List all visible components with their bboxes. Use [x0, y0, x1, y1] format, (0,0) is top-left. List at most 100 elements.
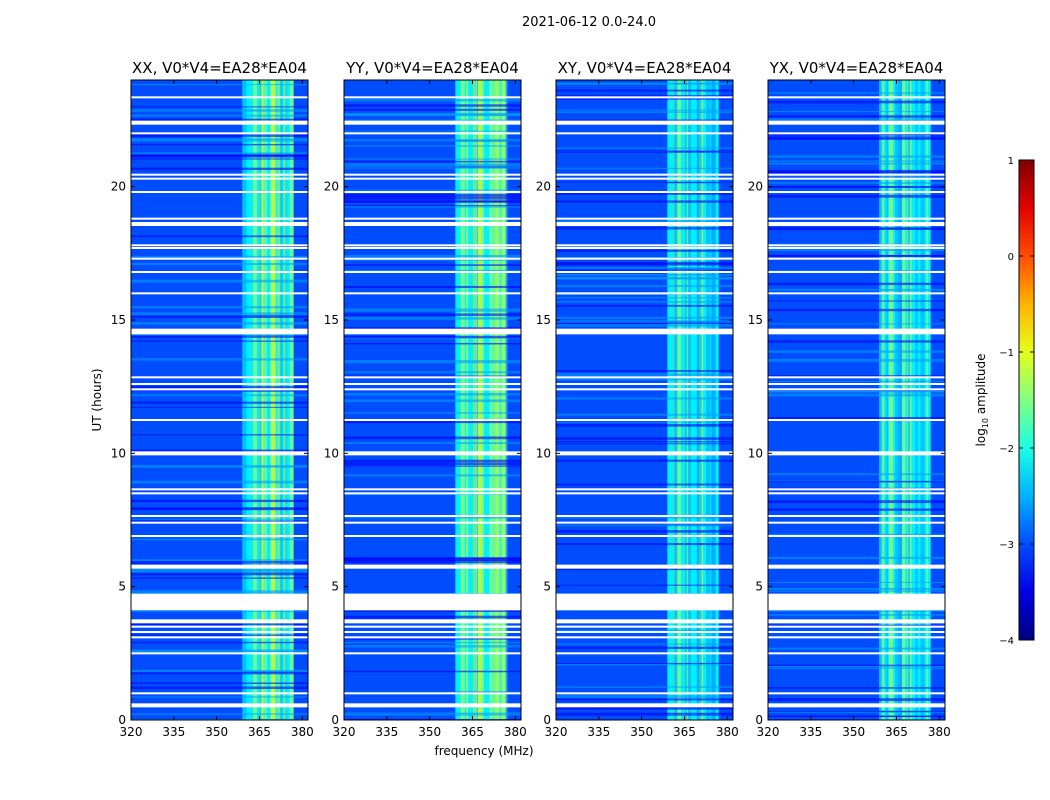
panel-0-noise-row [131, 340, 308, 342]
panel-3-flagged-row [768, 692, 945, 695]
panel-1-flagged-row [344, 488, 521, 491]
panel-3-flagged-block [768, 594, 945, 610]
panel-3-noise-row [768, 155, 945, 158]
y-tick-label: 5 [118, 580, 126, 594]
panel-3-noise-row [768, 481, 945, 483]
panel-2-noise-row [556, 82, 733, 85]
panel-3-noise-row [768, 664, 945, 666]
panel-2-noise-row [556, 370, 733, 372]
panel-3-flagged-row [768, 535, 945, 537]
panel-0-flagged-row [131, 120, 308, 125]
panel-2-noise-row [556, 181, 733, 184]
panel-2-image [556, 80, 733, 720]
panel-2-flagged-row [556, 96, 733, 99]
panel-1-noise-row [344, 138, 521, 142]
panel-0-title: XX, V0*V4=EA28*EA04 [132, 59, 307, 77]
panel-3-noise-row [768, 581, 945, 584]
panel-3-flagged-row [768, 488, 945, 491]
panel-1-noise-row [344, 442, 521, 445]
panel-0-noise-row [131, 158, 308, 160]
panel-3-noise-row [768, 308, 945, 312]
x-tick-label: 365 [248, 725, 271, 739]
panel-1-flagged-row [344, 515, 521, 517]
panel-2-band-stripe [706, 80, 710, 720]
panel-0-noise-row [131, 312, 308, 316]
panel-0-noise-row [131, 389, 308, 392]
panel-0-noise-row [131, 315, 308, 319]
panel-1-noise-row [344, 718, 521, 720]
colorbar: 1 0 −1 −2 −3 −4 [999, 156, 1035, 647]
panel-1-flagged-row [344, 419, 521, 421]
panel-1-noise-row [344, 516, 521, 519]
colorbar-gradient [1018, 159, 1035, 641]
panel-2-flagged-row [556, 521, 733, 524]
panel-2-noise-row [556, 261, 733, 265]
panel-1-flagged-row [344, 625, 521, 628]
panel-0-flagged-row [131, 535, 308, 537]
panel-3-noise-row [768, 254, 945, 257]
panel-3-noise-row [768, 473, 945, 476]
panel-3-band-stripe [926, 80, 929, 720]
panel-3-flagged-row [768, 328, 945, 333]
panel-1-noise-row [344, 670, 521, 673]
panel-1-flagged-row [344, 692, 521, 695]
panel-2-noise-row [556, 459, 733, 462]
panel-3-flagged-row [768, 132, 945, 135]
panel-2-noise-row [556, 483, 733, 486]
colorbar-label-subscript: 10 [981, 418, 990, 428]
panel-0-noise-row [131, 650, 308, 652]
panel-2-band-stripe [685, 80, 688, 720]
panel-1-flagged-row [344, 222, 521, 226]
panel-3-flagged-row [768, 451, 945, 456]
panel-3-flagged-row [768, 388, 945, 391]
panel-0-flagged-row [131, 564, 308, 569]
panel-3-noise-row [768, 194, 945, 198]
panel-3-flagged-row [768, 332, 945, 335]
panel-2-noise-row [556, 266, 733, 270]
panel-1-noise-row [344, 104, 521, 107]
panel-0-flagged-row [131, 332, 308, 335]
panel-3-noise-row [768, 647, 945, 650]
panel-1-flagged-row [344, 247, 521, 249]
panel-2-noise-row [556, 320, 733, 323]
panel-2-flagged-row [556, 631, 733, 633]
panel-1-noise-row [344, 335, 521, 338]
panel-1-noise-row [344, 197, 521, 200]
panel-3: YX, V0*V4=EA28*EA04 320 335 350 365 380 0 5 10 15… [748, 59, 951, 739]
panel-1-flagged-row [344, 132, 521, 135]
panel-3-noise-row [768, 590, 945, 592]
panel-1-noise-row [344, 193, 521, 196]
panel-0-band-stripe [259, 80, 262, 720]
panel-2-noise-row [556, 441, 733, 443]
panel-2-flagged-row [556, 328, 733, 333]
y-tick-label: 10 [536, 446, 551, 460]
panel-2-noise-row [556, 643, 733, 645]
panel-0-noise-row [131, 569, 308, 572]
panel-0-noise-row [131, 245, 308, 248]
panel-1-noise-row [344, 412, 521, 414]
panel-3-noise-row [768, 687, 945, 689]
panel-2-noise-row [556, 373, 733, 376]
panel-0-noise-row [131, 449, 308, 452]
panel-1-noise-row [344, 436, 521, 440]
panel-2-noise-row [556, 150, 733, 153]
panel-3-band-stripe [888, 80, 894, 720]
panel-3-flagged-row [768, 492, 945, 495]
panel-1-flagged-row [344, 703, 521, 708]
panel-1-noise-row [344, 337, 521, 339]
panel-0-noise-row [131, 570, 308, 574]
panel-2-noise-row [556, 424, 733, 427]
panel-0-noise-row [131, 143, 308, 146]
panel-2-flagged-row [556, 492, 733, 495]
panel-1-flagged-row [344, 217, 521, 220]
panel-2-flagged-row [556, 619, 733, 624]
panel-1-noise-row [344, 371, 521, 374]
panel-2-noise-row [556, 227, 733, 230]
panel-0-flagged-row [131, 515, 308, 517]
panel-2-noise-row [556, 524, 733, 527]
panel-3-noise-row [768, 169, 945, 173]
panel-1-title: YY, V0*V4=EA28*EA04 [345, 59, 519, 77]
panel-2-noise-row [556, 437, 733, 440]
panel-1-noise-row [344, 399, 521, 403]
panel-3-noise-row [768, 350, 945, 353]
